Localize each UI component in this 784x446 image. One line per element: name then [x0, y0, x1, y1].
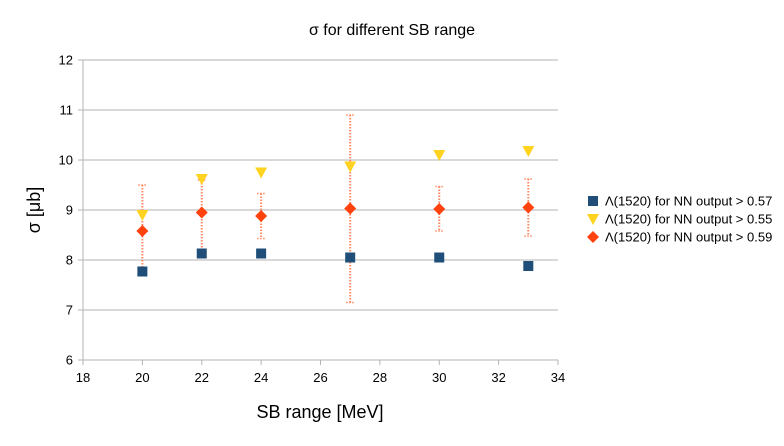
- data-point-series-3: [344, 202, 357, 215]
- data-point-series-3: [195, 206, 208, 219]
- y-tick-label: 10: [59, 153, 73, 168]
- chart-title: σ for different SB range: [309, 22, 475, 39]
- data-point-series-2: [433, 150, 446, 161]
- y-tick-label: 11: [60, 103, 74, 118]
- data-point-series-1: [256, 248, 267, 259]
- data-point-series-1: [434, 252, 445, 263]
- x-tick-label: 24: [254, 370, 268, 385]
- legend-label-series-1: Λ(1520) for NN output > 0.57: [605, 194, 772, 209]
- y-tick-label: 9: [66, 203, 73, 218]
- data-point-series-3: [433, 203, 446, 215]
- y-axis-title: σ [μb]: [24, 187, 44, 234]
- legend-marker-series-3: [587, 231, 599, 243]
- x-tick-label: 20: [135, 370, 149, 385]
- data-point-series-1: [196, 248, 207, 259]
- legend-label-series-3: Λ(1520) for NN output > 0.59: [605, 230, 772, 245]
- data-point-series-2: [136, 210, 149, 221]
- data-point-series-3: [522, 201, 535, 214]
- x-tick-label: 22: [195, 370, 209, 385]
- y-tick-label: 7: [66, 303, 73, 318]
- data-point-series-2: [344, 161, 357, 173]
- data-point-series-3: [136, 225, 149, 237]
- data-point-series-3: [255, 210, 268, 222]
- data-point-series-2: [522, 146, 535, 157]
- legend: Λ(1520) for NN output > 0.57 Λ(1520) for …: [587, 194, 772, 245]
- legend-marker-series-2: [587, 214, 599, 225]
- data-point-series-2: [195, 174, 208, 185]
- x-tick-label: 32: [491, 370, 505, 385]
- x-tick-label: 30: [432, 370, 446, 385]
- legend-label-series-2: Λ(1520) for NN output > 0.55: [605, 212, 772, 227]
- data-point-series-2: [255, 167, 268, 179]
- y-tick-label: 6: [66, 353, 73, 368]
- legend-marker-series-1: [588, 196, 598, 206]
- y-tick-label: 12: [59, 53, 73, 68]
- data-point-series-1: [523, 261, 534, 271]
- data-point-series-1: [345, 252, 356, 263]
- plot-area: 6 7 8 9 10 11 12 18 20 22 24 26 28 30 32 34: [59, 53, 566, 386]
- x-tick-label: 34: [551, 370, 565, 385]
- x-axis-title: SB range [MeV]: [256, 402, 383, 422]
- y-tick-label: 8: [66, 253, 73, 268]
- x-tick-label: 28: [373, 370, 387, 385]
- x-tick-label: 18: [76, 370, 90, 385]
- data-point-series-1: [137, 266, 148, 277]
- x-tick-label: 26: [313, 370, 327, 385]
